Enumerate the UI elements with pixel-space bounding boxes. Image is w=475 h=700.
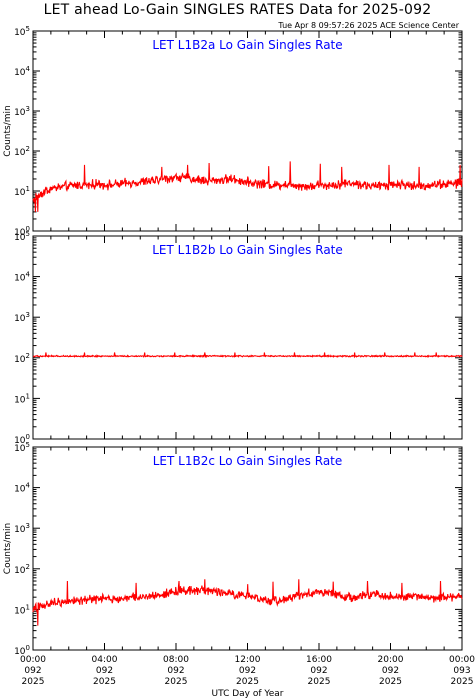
panel-frame: [32, 235, 463, 440]
y-tick-label: 102: [14, 563, 30, 576]
y-tick-label: 104: [14, 65, 30, 78]
x-tick-label-time: 20:00: [378, 655, 404, 665]
x-tick-label-year: 2025: [236, 677, 259, 687]
y-tick-label: 103: [14, 311, 30, 324]
y-tick-label: 105: [14, 25, 30, 38]
y-tick-label: 101: [14, 185, 30, 198]
panel-title: LET L1B2c Lo Gain Singles Rate: [153, 454, 343, 468]
x-tick-label-time: 04:00: [92, 655, 118, 665]
series-line: [32, 579, 463, 626]
x-tick-label-time: 16:00: [306, 655, 332, 665]
x-tick-label-day: 092: [239, 666, 256, 676]
x-tick-label-time: 00:00: [449, 655, 475, 665]
y-tick-label: 105: [14, 441, 30, 454]
x-tick-label-time: 08:00: [163, 655, 189, 665]
x-tick-label-day: 092: [382, 666, 399, 676]
x-tick-label-day: 092: [96, 666, 113, 676]
panel-frame: [32, 446, 463, 651]
series-line: [32, 161, 463, 212]
x-tick-label-day: 092: [310, 666, 327, 676]
x-tick-label-day: 092: [24, 666, 41, 676]
y-tick-label: 102: [14, 352, 30, 365]
y-tick-label: 104: [14, 271, 30, 284]
x-tick-label-year: 2025: [308, 677, 331, 687]
panel-title: LET L1B2a Lo Gain Singles Rate: [152, 38, 342, 52]
panel-title: LET L1B2b Lo Gain Singles Rate: [152, 243, 343, 257]
x-tick-label-year: 2025: [22, 677, 45, 687]
x-tick-label-year: 2025: [93, 677, 116, 687]
x-tick-label-day: 093: [453, 666, 470, 676]
x-tick-label-time: 12:00: [235, 655, 261, 665]
series-line: [32, 352, 463, 359]
x-tick-label-year: 2025: [451, 677, 474, 687]
y-tick-label: 103: [14, 522, 30, 535]
y-tick-label: 100: [14, 644, 30, 657]
chart-main-title: LET ahead Lo-Gain SINGLES RATES Data for…: [43, 2, 432, 18]
y-axis-label: Counts/min: [3, 523, 13, 574]
x-axis-label: UTC Day of Year: [212, 689, 284, 699]
y-tick-label: 105: [14, 230, 30, 243]
x-tick-label-time: 00:00: [20, 655, 46, 665]
y-tick-label: 100: [14, 433, 30, 446]
panel-frame: [32, 30, 463, 232]
y-tick-label: 103: [14, 105, 30, 118]
x-tick-label-year: 2025: [165, 677, 188, 687]
y-tick-label: 102: [14, 145, 30, 158]
y-tick-label: 101: [14, 603, 30, 616]
y-tick-label: 100: [14, 225, 30, 238]
x-tick-label-year: 2025: [379, 677, 402, 687]
generation-timestamp: Tue Apr 8 09:57:26 2025 ACE Science Cent…: [278, 21, 459, 30]
y-tick-label: 104: [14, 482, 30, 495]
x-tick-label-day: 092: [167, 666, 184, 676]
y-axis-label: Counts/min: [3, 105, 13, 156]
y-tick-label: 101: [14, 392, 30, 405]
